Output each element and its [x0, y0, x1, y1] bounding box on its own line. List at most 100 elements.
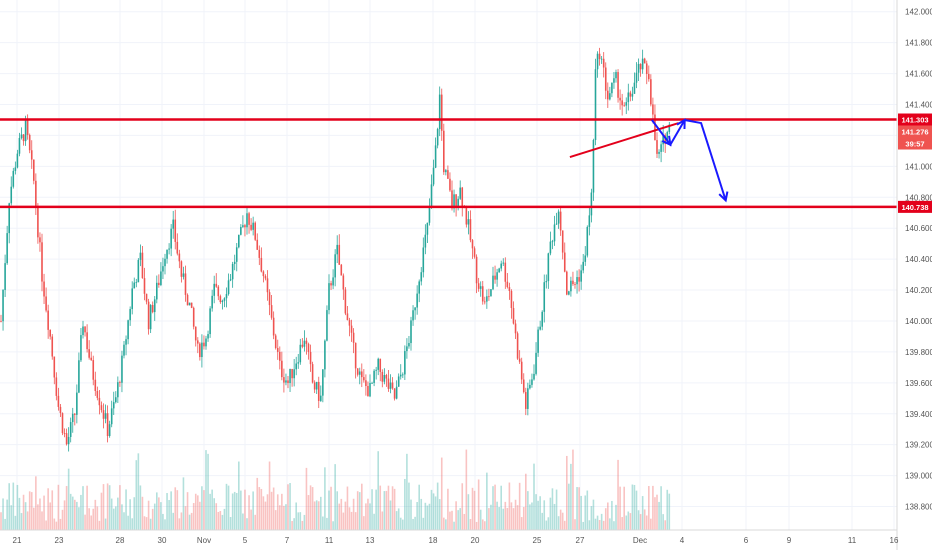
volume-bar [627, 511, 630, 530]
candle-body [301, 344, 304, 347]
trendline[interactable] [569, 122, 679, 159]
volume-bar [545, 520, 548, 530]
volume-bar [250, 509, 252, 530]
volume-bar [82, 486, 84, 530]
candle-body [192, 307, 195, 327]
candle-body [525, 392, 527, 409]
volume-bar [233, 491, 236, 530]
volume-bar [26, 511, 29, 530]
volume-bar [543, 500, 546, 530]
volume-bar [201, 486, 203, 530]
candle-body [248, 213, 250, 225]
volume-bar [481, 519, 484, 530]
volume-bar [225, 483, 228, 530]
candle-body [131, 288, 133, 310]
time-axis[interactable]: 21 23 28 30 Nov 5 7 11 13 18 20 25 27 Dec 4 6 9 11 16 [13, 536, 899, 545]
volume-bar [112, 508, 115, 530]
candle-body [574, 284, 576, 285]
candle-body [369, 383, 371, 397]
volume-bar [408, 482, 410, 530]
candle-body [199, 343, 201, 358]
candle-body [69, 422, 72, 437]
candle-body [121, 355, 123, 383]
candle-body [330, 283, 332, 286]
volume-bar [395, 511, 398, 530]
volume-bar [629, 513, 632, 530]
candle-body [563, 252, 566, 272]
candle-body [98, 397, 101, 406]
volume-bar [153, 503, 156, 530]
candle-body [539, 326, 541, 330]
candle-body [488, 296, 490, 298]
price-axis[interactable]: 142.000141.800141.600141.400141.200141.0… [905, 8, 932, 512]
volume-bar [648, 486, 650, 530]
candle-body [377, 358, 379, 370]
candle-body [227, 280, 230, 295]
volume-bar [510, 502, 513, 530]
volume-bar [92, 508, 95, 530]
volume-bar [194, 493, 197, 530]
volume-bar [494, 484, 496, 530]
candle-body [615, 72, 617, 79]
candle-body [194, 326, 197, 341]
candle-body [49, 329, 51, 337]
volume-bar [22, 494, 25, 530]
candle-body [260, 257, 263, 272]
volume-bar [516, 505, 519, 530]
volume-bar [291, 521, 293, 530]
candle-body [561, 230, 564, 253]
volume-bar [303, 514, 306, 530]
candle-body [119, 382, 121, 383]
candle-body [108, 424, 111, 437]
volume-bar [188, 514, 191, 530]
candle-body [320, 395, 322, 401]
candle-body [151, 305, 154, 313]
volume-bar [123, 512, 125, 530]
volume-bar [125, 489, 127, 530]
volume-bar [322, 516, 324, 530]
volume-bar [76, 501, 78, 530]
volume-bar [443, 517, 445, 530]
candle-body [24, 119, 27, 142]
drawings[interactable] [569, 118, 729, 203]
candle-body [342, 275, 345, 290]
candle-body [502, 262, 505, 264]
volume-bar [229, 517, 232, 530]
volume-bar [313, 501, 316, 530]
volume-bars [0, 449, 671, 530]
volume-bar [344, 501, 347, 530]
volume-bar [18, 497, 21, 530]
volume-bar [258, 487, 261, 530]
candle-body [434, 145, 437, 168]
candle-body [566, 271, 568, 295]
candle-body [82, 326, 84, 336]
volume-bar [270, 491, 273, 530]
volume-bar [244, 489, 246, 530]
support-resistance-lines[interactable] [0, 118, 897, 209]
candle-body [244, 225, 246, 228]
volume-bar [654, 497, 656, 530]
candle-body [494, 275, 496, 280]
volume-bar [311, 487, 314, 530]
volume-bar [602, 520, 605, 530]
volume-bar [47, 488, 49, 530]
grid [0, 0, 897, 530]
volume-bar [387, 485, 390, 530]
candle-body [518, 358, 521, 362]
candle-body [322, 369, 324, 396]
candle-body [188, 302, 191, 306]
volume-bar [242, 513, 244, 530]
candle-body [219, 296, 222, 303]
candle-body [498, 268, 500, 273]
price-badge [898, 137, 932, 150]
candle-body [338, 244, 341, 265]
candle-body [660, 144, 662, 152]
candle-body [443, 130, 445, 173]
candle-body [432, 167, 435, 185]
volume-bar [508, 482, 511, 530]
candle-body [559, 211, 562, 231]
candle-body [270, 305, 273, 318]
volume-bar [223, 508, 226, 530]
volume-bar [666, 489, 669, 530]
